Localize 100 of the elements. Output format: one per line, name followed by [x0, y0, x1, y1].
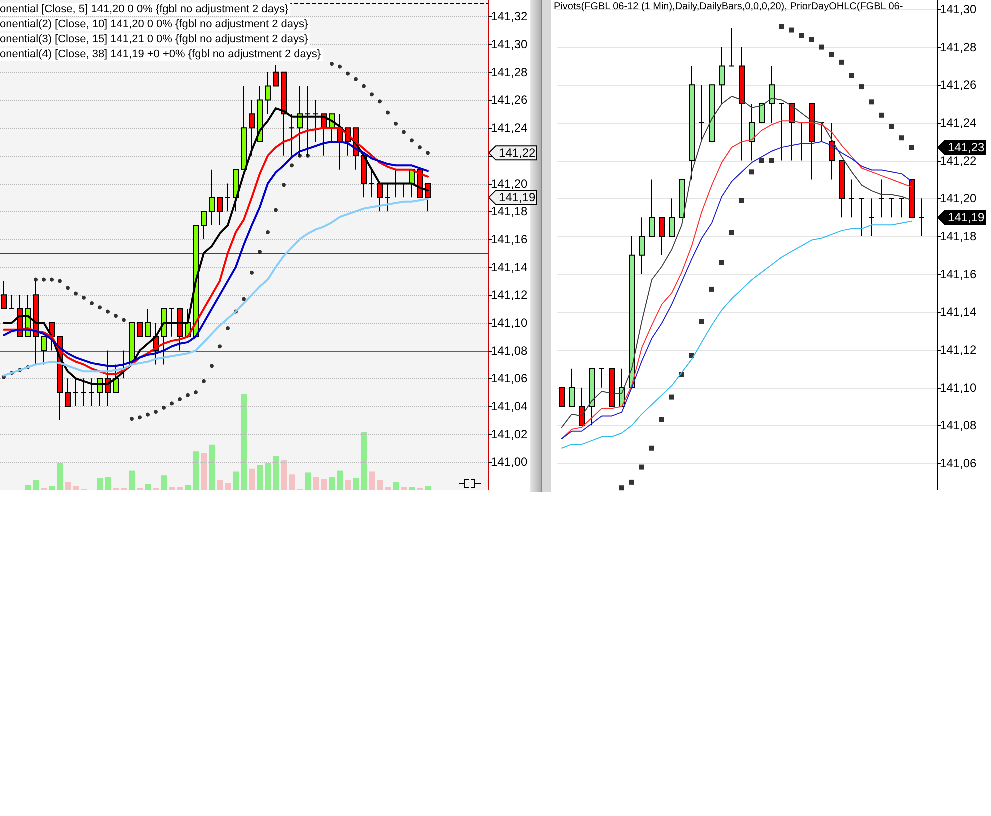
- text: 141,23: [948, 140, 986, 155]
- bar: [49, 486, 55, 490]
- candlestick: [361, 155, 367, 198]
- point: [410, 138, 414, 143]
- bar: [65, 482, 71, 490]
- bar: [313, 478, 319, 490]
- candlestick: [889, 198, 895, 218]
- y-tick-label: 141,18: [491, 204, 528, 219]
- point: [298, 154, 302, 158]
- point: [202, 379, 206, 384]
- bar: [161, 476, 167, 490]
- point: [258, 250, 262, 254]
- point: [346, 72, 350, 76]
- point: [370, 92, 374, 97]
- candlestick: [9, 294, 15, 310]
- point: [274, 208, 278, 212]
- candlestick: [639, 217, 645, 275]
- bar: [369, 472, 375, 490]
- point: [98, 306, 102, 310]
- bar: [129, 470, 135, 490]
- y-tick-label: 141,24: [940, 116, 978, 130]
- candlestick: [225, 183, 231, 212]
- y-tick-label: 141,00: [491, 455, 528, 470]
- bar: [185, 485, 191, 490]
- candlestick: [709, 84, 715, 142]
- candlestick: [1, 280, 7, 310]
- candlestick: [819, 122, 825, 142]
- candlestick: [609, 368, 615, 408]
- point: [74, 292, 78, 296]
- point: [170, 402, 174, 406]
- point: [890, 124, 894, 130]
- candlestick: [649, 179, 655, 237]
- candlestick: [879, 179, 885, 218]
- point: [50, 278, 54, 282]
- point: [830, 52, 834, 58]
- y-tick-label: 141,30: [491, 38, 528, 52]
- point: [910, 145, 914, 150]
- candlestick: [233, 169, 239, 212]
- point: [330, 62, 334, 66]
- candlestick: [769, 66, 775, 124]
- candlestick: [201, 211, 207, 240]
- y-tick-label: 141,14: [491, 260, 528, 274]
- text: 141,19: [948, 210, 986, 225]
- candlestick: [859, 198, 865, 237]
- bar: [241, 394, 247, 490]
- bar: [201, 454, 207, 490]
- point: [218, 344, 222, 349]
- y-tick-label: 141,26: [491, 93, 528, 108]
- point: [138, 416, 142, 420]
- candlestick: [569, 368, 575, 408]
- point: [66, 286, 70, 290]
- annotation: onential(2) [Close, 10] 141,20 0 0% {fgbl no adjustment 2 days}: [0, 18, 309, 30]
- point: [640, 464, 644, 470]
- y-tick-label: 141,16: [491, 232, 528, 246]
- bar: [193, 452, 199, 490]
- candlestick: [369, 169, 375, 198]
- point: [810, 37, 814, 42]
- point: [630, 480, 634, 485]
- point: [154, 410, 158, 414]
- bar: [401, 487, 407, 490]
- candlestick: [789, 104, 795, 162]
- bar: [233, 472, 239, 490]
- candlestick: [689, 66, 695, 180]
- candlestick: [385, 183, 391, 212]
- point: [178, 398, 182, 402]
- point: [426, 151, 430, 156]
- candlestick: [729, 28, 735, 67]
- bar: [273, 456, 279, 490]
- point: [780, 24, 784, 29]
- bar: [385, 487, 391, 490]
- candlestick: [719, 46, 725, 105]
- bar: [361, 432, 367, 490]
- y-tick-label: 141,20: [940, 192, 978, 206]
- candlestick: [909, 179, 915, 218]
- y-tick-label: 141,28: [491, 65, 528, 80]
- point: [34, 278, 38, 282]
- candlestick: [169, 308, 175, 338]
- bar: [33, 480, 39, 490]
- bar: [225, 483, 231, 490]
- candlestick: [779, 104, 785, 162]
- bar: [281, 460, 287, 490]
- y-tick-label: 141,30: [940, 2, 978, 16]
- y-tick-label: 141,14: [940, 305, 978, 320]
- point: [194, 390, 198, 395]
- point: [306, 154, 310, 158]
- y-tick-label: 141,12: [940, 343, 978, 357]
- point: [122, 318, 126, 322]
- candlestick: [759, 104, 765, 124]
- point: [250, 270, 254, 275]
- point: [338, 64, 342, 69]
- point: [770, 158, 774, 164]
- candlestick: [629, 236, 635, 388]
- point: [700, 319, 704, 324]
- line-series: [562, 220, 912, 449]
- point: [282, 183, 286, 188]
- candlestick: [129, 322, 135, 366]
- bar: [177, 487, 183, 490]
- point: [162, 406, 166, 410]
- point: [378, 100, 382, 104]
- point: [42, 278, 46, 282]
